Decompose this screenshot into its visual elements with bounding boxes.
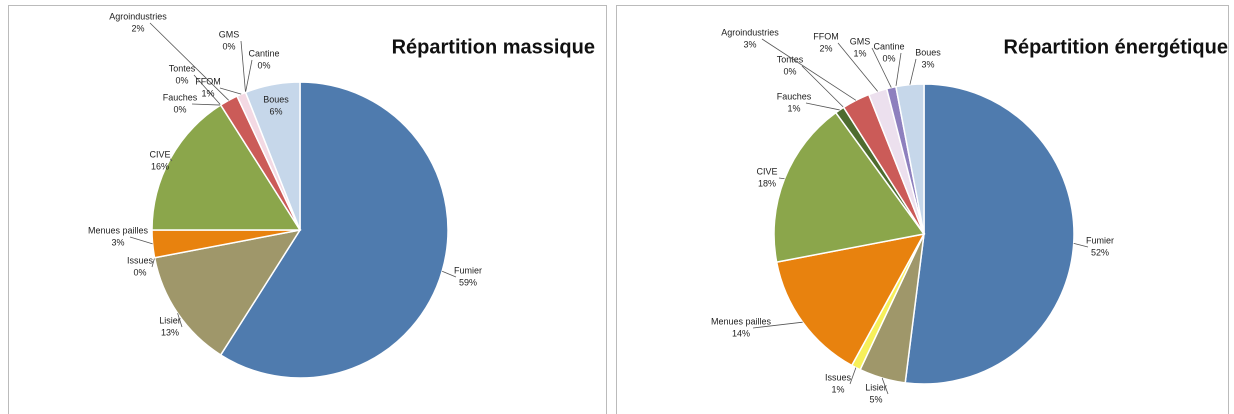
slice-label: Lisier xyxy=(159,315,181,325)
slice-label: Lisier xyxy=(865,382,887,392)
leader-line xyxy=(871,47,892,88)
slice-label: Fumier xyxy=(1086,235,1114,245)
leader-line xyxy=(177,313,183,328)
slice-label: Tontes xyxy=(169,63,196,73)
pie-slice xyxy=(773,111,926,263)
slice-value: 3% xyxy=(743,39,756,49)
slice-label: Menues pailles xyxy=(88,225,149,235)
slice-label: Issues xyxy=(127,255,154,265)
slice-value: 6% xyxy=(269,106,282,116)
leader-line xyxy=(761,38,857,101)
leader-line xyxy=(219,87,242,95)
leader-line xyxy=(837,42,878,92)
slice-label: Agroindustries xyxy=(721,27,779,37)
slice-label: Boues xyxy=(915,47,941,57)
slice-value: 13% xyxy=(161,327,179,337)
leader-line xyxy=(895,52,902,87)
leader-line xyxy=(801,65,844,108)
slice-value: 1% xyxy=(201,88,214,98)
slice-value: 0% xyxy=(257,60,270,70)
slice-value: 0% xyxy=(783,66,796,76)
slice-value: 0% xyxy=(222,41,235,51)
slice-label: GMS xyxy=(219,29,240,39)
slice-value: 1% xyxy=(853,48,866,58)
leader-line xyxy=(151,257,156,268)
leader-line xyxy=(778,177,785,180)
slice-value: 16% xyxy=(151,161,169,171)
leader-line xyxy=(1073,243,1089,248)
slice-value: 52% xyxy=(1091,247,1109,257)
pie-slice xyxy=(775,232,926,367)
leader-line xyxy=(805,102,840,111)
slice-value: 5% xyxy=(869,394,882,404)
leader-line xyxy=(441,270,457,278)
slice-label: FFOM xyxy=(813,31,839,41)
slice-value: 3% xyxy=(921,59,934,69)
leader-line xyxy=(149,22,229,101)
slice-value: 14% xyxy=(732,328,750,338)
slice-label: Fauches xyxy=(777,91,812,101)
slice-value: 0% xyxy=(133,267,146,277)
slice-label: Fauches xyxy=(163,92,198,102)
leader-line xyxy=(909,58,917,85)
slice-value: 0% xyxy=(173,104,186,114)
leader-line xyxy=(193,74,221,106)
pie-slice xyxy=(904,83,1075,385)
leader-line xyxy=(752,321,803,329)
pie-slice xyxy=(219,81,449,379)
leader-line xyxy=(191,103,221,106)
chart-title: Répartition énergétique xyxy=(1004,36,1228,58)
slice-label: FFOM xyxy=(195,76,221,86)
leader-line xyxy=(240,40,246,93)
leader-line xyxy=(169,158,173,162)
slice-value: 2% xyxy=(131,23,144,33)
leader-line xyxy=(129,236,153,245)
slice-value: 2% xyxy=(819,43,832,53)
slice-value: 0% xyxy=(175,75,188,85)
slice-value: 18% xyxy=(758,178,776,188)
slice-label: Issues xyxy=(825,372,852,382)
slice-label: Tontes xyxy=(777,54,804,64)
slice-label: CIVE xyxy=(149,149,170,159)
slice-label: Fumier xyxy=(454,265,482,275)
slice-label: Agroindustries xyxy=(109,11,167,21)
slice-label: CIVE xyxy=(756,166,777,176)
chart-title: Répartition massique xyxy=(392,36,595,58)
slice-label: GMS xyxy=(850,36,871,46)
slice-label: Boues xyxy=(263,94,289,104)
slice-label: Menues pailles xyxy=(711,316,772,326)
leader-line xyxy=(245,59,253,93)
slice-value: 3% xyxy=(111,237,124,247)
leader-line xyxy=(881,377,889,395)
pie-slice xyxy=(244,81,301,231)
slice-value: 1% xyxy=(787,103,800,113)
leader-line xyxy=(849,367,857,385)
slice-value: 59% xyxy=(459,277,477,287)
slice-value: 1% xyxy=(831,384,844,394)
slice-value: 0% xyxy=(882,53,895,63)
slice-label: Cantine xyxy=(873,41,904,51)
slice-label: Cantine xyxy=(248,48,279,58)
